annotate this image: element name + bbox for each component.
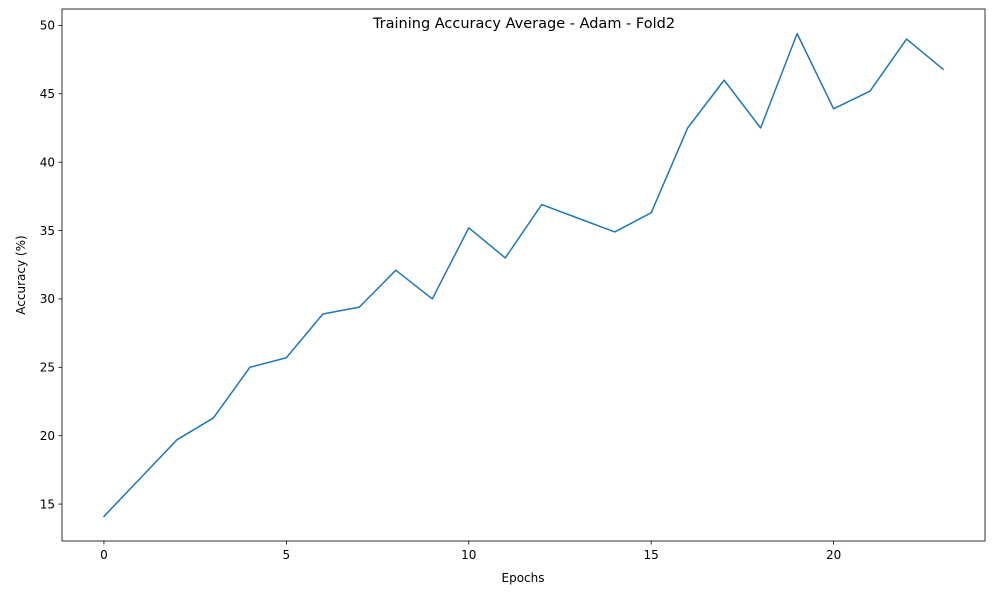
- y-axis-label: Accuracy (%): [14, 235, 28, 314]
- y-tick-label: 40: [40, 155, 55, 169]
- chart-title: Training Accuracy Average - Adam - Fold2: [372, 16, 675, 32]
- x-axis-label: Epochs: [502, 571, 545, 585]
- y-tick-label: 25: [40, 361, 55, 375]
- y-tick-label: 50: [40, 19, 55, 33]
- x-tick-label: 0: [100, 548, 108, 562]
- y-tick-label: 45: [40, 87, 55, 101]
- x-tick-label: 10: [461, 548, 476, 562]
- y-tick-label: 15: [40, 497, 55, 511]
- plot-area-frame: [61, 8, 986, 542]
- y-tick-label: 35: [40, 224, 55, 238]
- y-tick-label: 20: [40, 429, 55, 443]
- x-tick-label: 15: [644, 548, 659, 562]
- x-tick-label: 20: [826, 548, 841, 562]
- y-tick-label: 30: [40, 292, 55, 306]
- x-tick-label: 5: [283, 548, 291, 562]
- series-line: [102, 32, 945, 518]
